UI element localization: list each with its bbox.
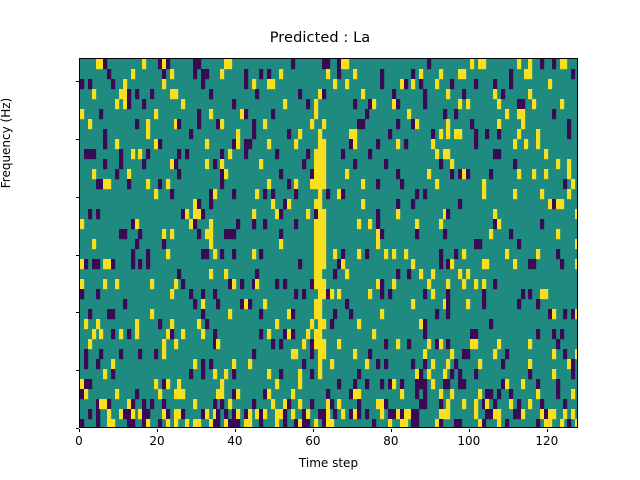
- y-axis-tick-mark: [75, 428, 79, 430]
- x-axis-label: Time step: [298, 456, 359, 470]
- page-title: Predicted : La: [269, 30, 371, 46]
- x-axis-tick-label: 0: [75, 434, 83, 448]
- y-axis-tick-mark: [75, 138, 79, 141]
- x-axis-tick-label: 20: [149, 434, 165, 448]
- heatmap-image: [80, 59, 577, 427]
- x-axis-tick-mark: [234, 428, 237, 432]
- x-axis-tick-mark: [390, 428, 392, 432]
- y-axis-tick-mark: [75, 312, 79, 314]
- x-axis-tick-mark: [156, 428, 159, 432]
- x-axis-tick-mark: [79, 428, 81, 432]
- plot-area: [79, 58, 578, 428]
- y-axis-label: Frequency (Hz): [0, 97, 13, 189]
- y-axis-tick-mark: [75, 196, 79, 198]
- x-axis-tick-label: 80: [383, 434, 399, 448]
- x-axis-tick-mark: [546, 428, 548, 432]
- x-axis-tick-label: 100: [457, 434, 481, 448]
- y-axis-tick-mark: [75, 81, 79, 83]
- x-axis-tick-mark: [468, 428, 470, 432]
- x-axis-tick-label: 60: [305, 434, 321, 448]
- x-axis-tick-mark: [312, 428, 314, 432]
- y-axis-tick-mark: [75, 370, 79, 372]
- x-axis-tick-label: 120: [535, 434, 559, 448]
- x-axis-tick-label: 40: [227, 434, 243, 448]
- y-axis-tick-mark: [75, 254, 79, 256]
